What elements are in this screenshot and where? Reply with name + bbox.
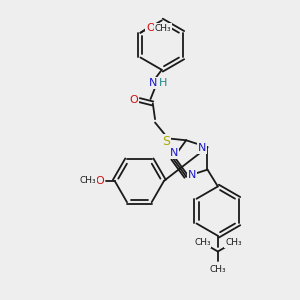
Text: CH₃: CH₃: [209, 265, 226, 274]
Text: H: H: [159, 78, 167, 88]
Text: CH₃: CH₃: [225, 238, 242, 247]
Text: CH₃: CH₃: [194, 238, 211, 247]
Text: N: N: [188, 170, 196, 180]
Text: CH₃: CH₃: [80, 176, 96, 185]
Text: O: O: [129, 95, 138, 105]
Text: N: N: [170, 148, 178, 158]
Text: O: O: [96, 176, 104, 186]
Text: CH₃: CH₃: [154, 24, 171, 33]
Text: N: N: [198, 143, 206, 153]
Text: N: N: [148, 78, 157, 88]
Text: S: S: [162, 135, 170, 148]
Text: O: O: [146, 23, 155, 33]
